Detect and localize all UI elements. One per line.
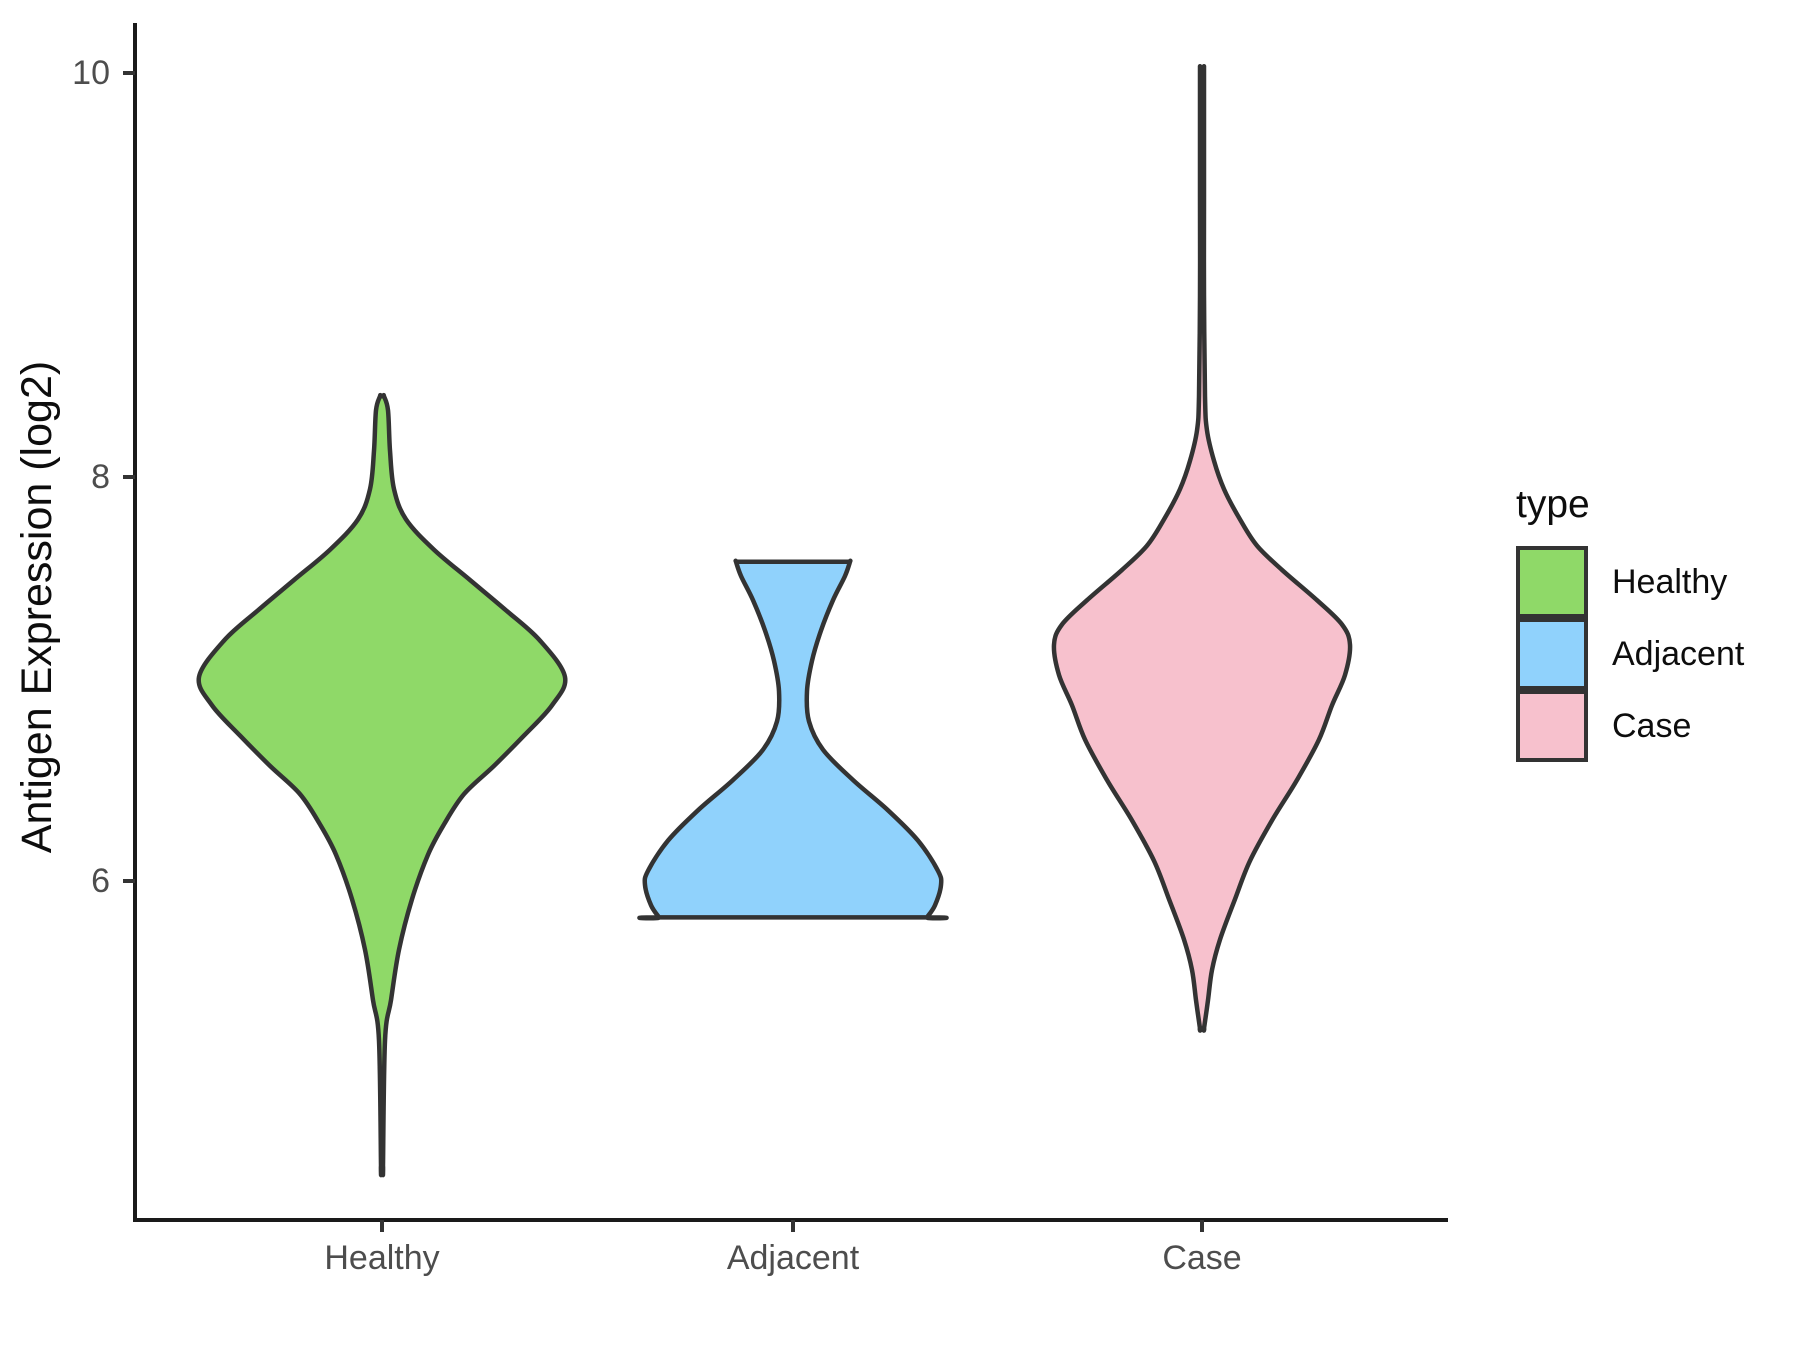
legend-key-healthy: [1516, 546, 1588, 618]
x-tick-label-adjacent: Adjacent: [726, 1239, 860, 1277]
x-tick-label-case: Case: [1162, 1239, 1242, 1277]
violin-adjacent: [637, 558, 949, 921]
y-tick-label-10: 10: [72, 54, 110, 92]
legend-label-adjacent: Adjacent: [1612, 635, 1745, 673]
legend-key-case: [1516, 690, 1588, 762]
y-axis-title: Antigen Expression (log2): [13, 360, 61, 854]
legend-key-adjacent: [1516, 618, 1588, 690]
x-tick-label-healthy: Healthy: [324, 1239, 440, 1277]
legend-label-healthy: Healthy: [1612, 563, 1728, 601]
legend-title: type: [1516, 483, 1590, 526]
y-tick-label-8: 8: [91, 458, 110, 496]
legend-label-case: Case: [1612, 707, 1692, 745]
violin-healthy: [196, 392, 568, 1178]
y-tick-label-6: 6: [91, 862, 110, 900]
violin-case: [1051, 64, 1353, 1033]
